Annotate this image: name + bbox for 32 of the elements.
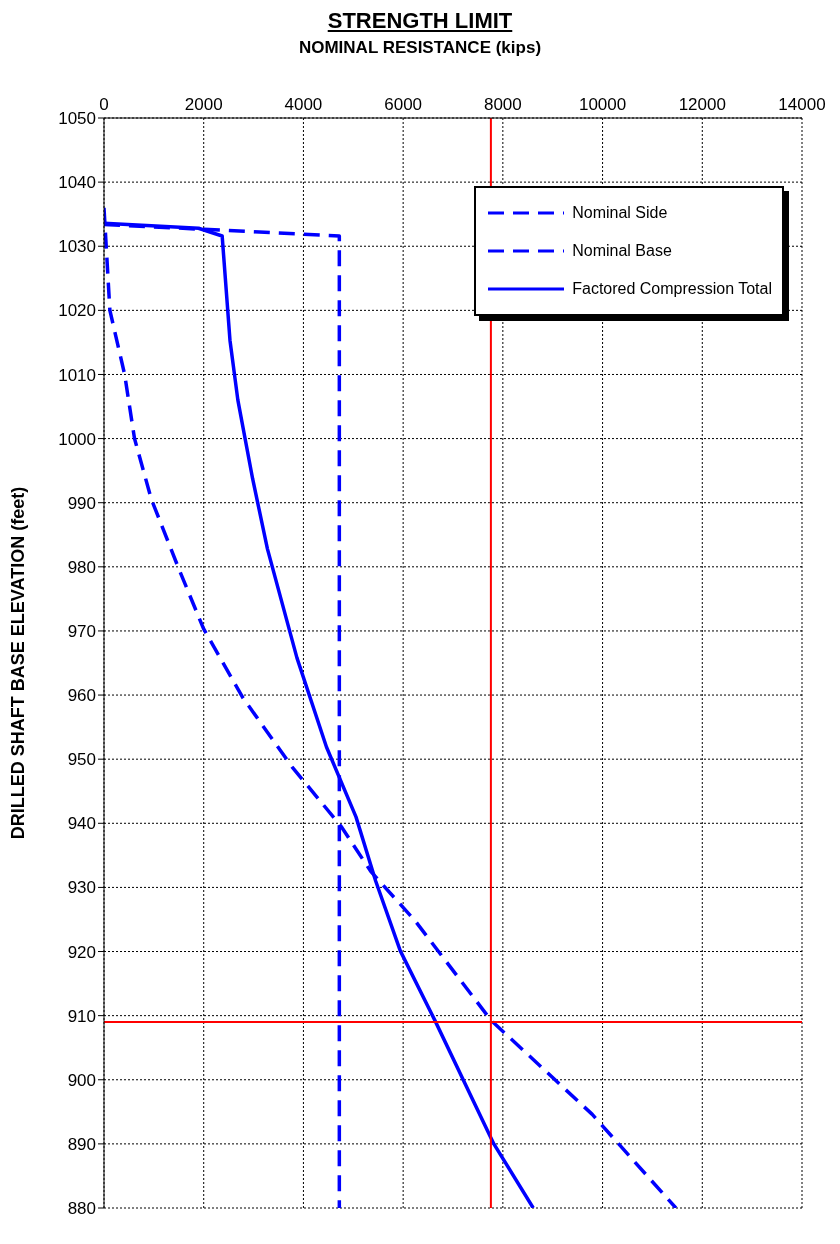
x-tick-label: 12000	[678, 95, 726, 114]
y-tick-label: 1000	[58, 429, 96, 449]
legend-label: Nominal Side	[572, 204, 668, 222]
y-tick-label: 1010	[58, 365, 96, 385]
y-tick-label: 960	[67, 686, 96, 706]
x-tick-label: 2000	[184, 95, 223, 114]
y-tick-label: 900	[67, 1070, 96, 1090]
legend-label: Nominal Base	[572, 242, 672, 260]
y-tick-label: 1030	[58, 237, 96, 257]
y-tick-label: 1040	[58, 173, 96, 193]
y-tick-label: 930	[67, 878, 96, 898]
y-tick-label: 970	[67, 621, 96, 641]
x-tick-label: 4000	[284, 95, 323, 114]
y-tick-label: 910	[67, 1006, 96, 1026]
y-tick-label: 980	[67, 557, 96, 577]
y-tick-label: 1050	[58, 109, 96, 129]
x-tick-label: 0	[99, 95, 109, 114]
y-tick-label: 890	[67, 1134, 96, 1154]
x-tick-label: 8000	[483, 95, 522, 114]
y-tick-label: 880	[67, 1199, 96, 1219]
y-tick-label: 920	[67, 942, 96, 962]
y-tick-label: 940	[67, 814, 96, 834]
y-axis-title: DRILLED SHAFT BASE ELEVATION (feet)	[8, 486, 29, 840]
y-tick-label: 1020	[58, 301, 96, 321]
x-tick-label: 10000	[578, 95, 627, 114]
y-tick-label: 990	[67, 493, 96, 513]
chart-title: STRENGTH LIMIT	[326, 8, 514, 35]
x-tick-label: 6000	[384, 95, 423, 114]
legend-label: Factored Compression Total	[572, 280, 772, 298]
y-tick-label: 950	[67, 750, 96, 770]
x-tick-label: 14000	[778, 95, 826, 114]
x-axis-title: NOMINAL RESISTANCE (kips)	[297, 38, 543, 59]
